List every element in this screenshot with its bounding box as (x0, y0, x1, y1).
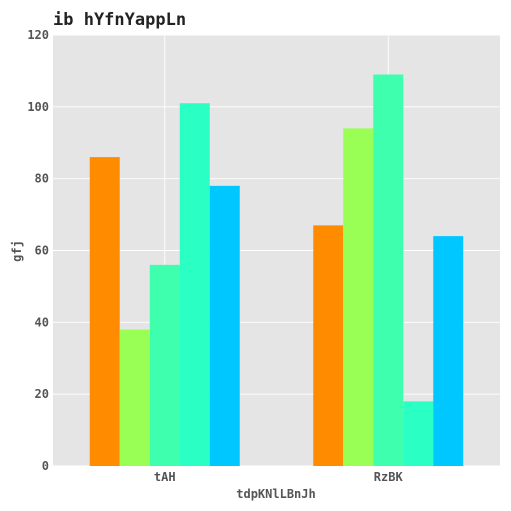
x-axis-label: tdpKNlLBnJh (236, 487, 315, 501)
chart-title: ib hYfnYappLn (53, 10, 186, 30)
x-tick-labels: tAH RzBK (154, 470, 404, 484)
bar-RzBK-5 (433, 236, 464, 466)
bar-tAH-2 (119, 329, 150, 466)
y-axis-label: gfj (10, 240, 24, 262)
x-tick-label: tAH (154, 470, 176, 484)
x-tick-label: RzBK (374, 470, 404, 484)
y-tick-label: 40 (35, 315, 49, 329)
bar-tAH-4 (179, 103, 210, 466)
y-tick-label: 100 (27, 100, 49, 114)
bar-RzBK-3 (373, 74, 404, 466)
bar-tAH-3 (149, 264, 180, 466)
bars (89, 74, 464, 466)
bar-RzBK-1 (313, 225, 344, 466)
bar-tAH-1 (89, 157, 120, 466)
y-tick-label: 60 (35, 244, 49, 258)
y-tick-label: 80 (35, 172, 49, 186)
y-tick-labels: 0 20 40 60 80 100 120 (27, 28, 49, 473)
bar-RzBK-2 (343, 128, 374, 466)
y-tick-label: 0 (42, 459, 49, 473)
bar-RzBK-4 (403, 401, 434, 466)
y-tick-label: 20 (35, 387, 49, 401)
bar-tAH-5 (209, 185, 240, 466)
y-tick-label: 120 (27, 28, 49, 42)
